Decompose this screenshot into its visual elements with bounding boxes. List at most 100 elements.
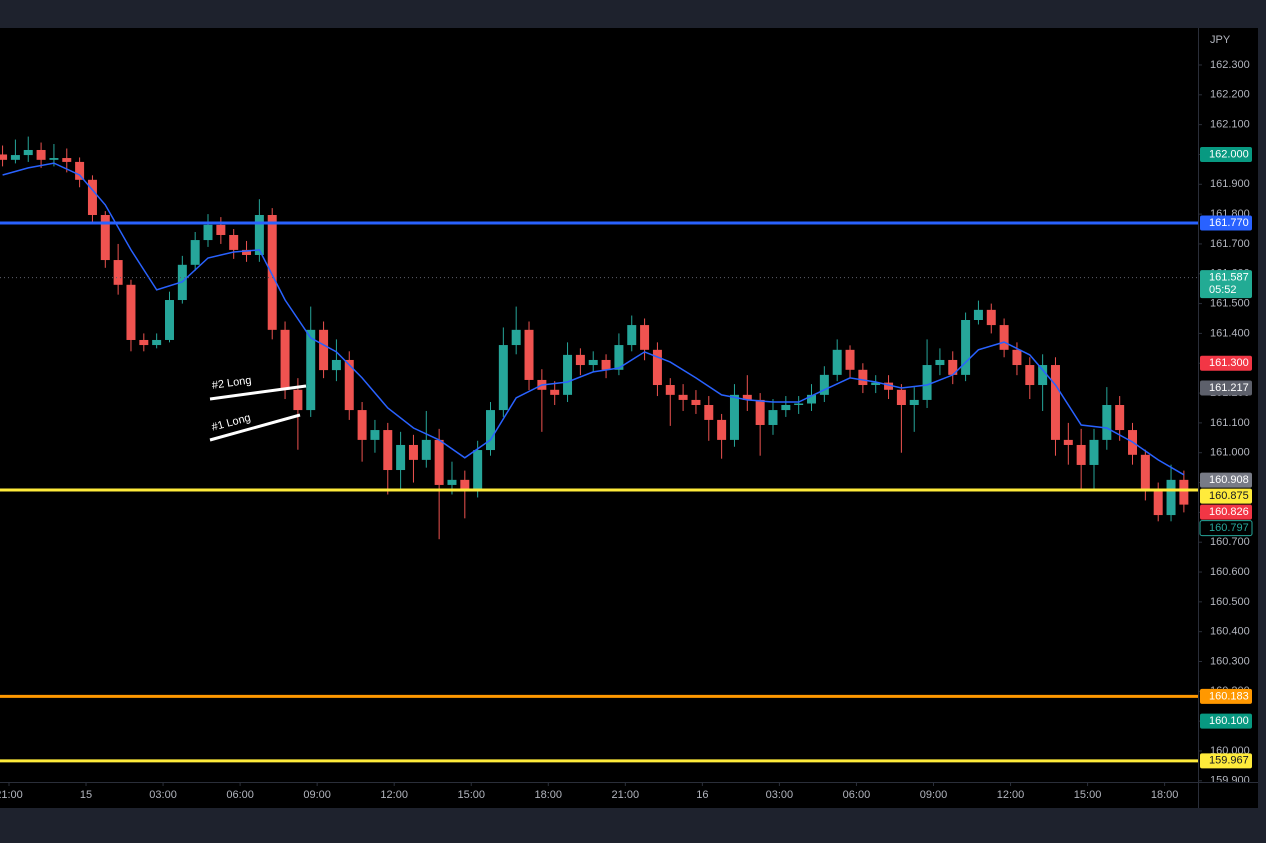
candle-body	[973, 309, 983, 320]
annotation-text: #2 Long	[211, 374, 252, 391]
candle-body	[100, 215, 110, 261]
price-badge	[1200, 713, 1252, 729]
candle-body	[896, 389, 906, 405]
y-tick-label: 159.900	[1210, 775, 1250, 787]
candle-body	[87, 179, 97, 216]
candle-body	[961, 319, 971, 375]
price-badge-label: 160.797	[1209, 522, 1249, 534]
annotation-line	[209, 413, 301, 442]
candle-body	[139, 339, 149, 346]
y-tick-label: 161.400	[1210, 327, 1250, 339]
candle-body	[1050, 365, 1060, 440]
x-tick-label: 18:00	[535, 789, 563, 801]
candle-body	[640, 325, 650, 350]
price-badge	[1199, 520, 1253, 537]
candle-body	[370, 430, 380, 440]
candle-body	[948, 359, 958, 375]
candle-body	[781, 405, 791, 411]
candle-body	[242, 249, 252, 255]
candle-body	[1179, 479, 1189, 505]
price-badge-label: 162.000	[1209, 148, 1249, 160]
candle-body	[396, 444, 406, 471]
candle-body	[1089, 439, 1099, 465]
y-tick-label: 162.100	[1210, 119, 1250, 131]
y-tick-label: 160.600	[1210, 566, 1250, 578]
x-tick-label: 21:00	[612, 789, 640, 801]
x-tick-label: 06:00	[843, 789, 871, 801]
x-tick-label: 18:00	[1151, 789, 1179, 801]
price-badge	[1200, 270, 1252, 299]
x-tick-label: 15:00	[457, 789, 485, 801]
candle-body	[164, 300, 174, 340]
x-tick-label: 12:00	[380, 789, 408, 801]
y-tick-label: 161.700	[1210, 238, 1250, 250]
price-badge-label: 161.587	[1209, 272, 1249, 284]
candle-body	[293, 389, 303, 411]
price-badge-label: 160.100	[1209, 715, 1249, 727]
price-badge	[1200, 504, 1252, 520]
candle-body	[511, 329, 521, 346]
candle-body	[421, 439, 431, 460]
candle-body	[152, 339, 162, 346]
candle-body	[742, 394, 752, 400]
candle-body	[986, 309, 996, 326]
x-tick-label: 06:00	[226, 789, 254, 801]
price-badge	[1200, 380, 1252, 396]
y-tick-label: 162.200	[1210, 89, 1250, 101]
price-badge-label: 160.826	[1209, 506, 1249, 518]
price-badge	[1200, 753, 1252, 769]
price-badge-label: 160.183	[1209, 690, 1249, 702]
candle-body	[884, 382, 894, 390]
y-tick-label: 161.500	[1210, 297, 1250, 309]
candle-body	[588, 359, 598, 366]
candle-body	[190, 240, 200, 265]
x-tick-label: 12:00	[997, 789, 1025, 801]
candle-body	[1140, 454, 1150, 491]
y-tick-label: 161.100	[1210, 417, 1250, 429]
plot-background	[0, 28, 1258, 808]
candle-body	[75, 161, 85, 180]
candle-body	[845, 349, 855, 370]
y-tick-label: 162.300	[1210, 59, 1250, 71]
candle-body	[280, 329, 290, 390]
candle-body	[524, 329, 534, 380]
candle-body	[1115, 405, 1125, 431]
candle-body	[819, 374, 829, 395]
candle-body	[1012, 349, 1022, 366]
y-tick-label: 160.300	[1210, 655, 1250, 667]
price-badge-countdown: 05:52	[1209, 284, 1237, 296]
x-tick-label: 16	[696, 789, 708, 801]
price-badge	[1200, 688, 1252, 704]
x-tick-label: 21:00	[0, 789, 23, 801]
candle-body	[408, 444, 418, 460]
annotation-line	[209, 384, 307, 401]
candle-body	[704, 405, 714, 420]
y-tick-label: 160.400	[1210, 626, 1250, 638]
bottom-bar	[0, 808, 1266, 843]
candle-body	[550, 389, 560, 395]
candle-body	[447, 479, 457, 485]
candle-body	[1063, 439, 1073, 445]
candle-body	[755, 399, 765, 425]
moving-average	[2, 162, 1185, 476]
x-tick-label: 09:00	[920, 789, 948, 801]
candle-body	[871, 382, 881, 386]
candle-body	[62, 158, 72, 162]
candle-body	[614, 345, 624, 370]
candle-body	[935, 359, 945, 366]
candle-body	[909, 399, 919, 405]
x-tick-label: 15:00	[1074, 789, 1102, 801]
candle-body	[858, 369, 868, 386]
price-badge-label: 159.967	[1209, 755, 1249, 767]
candle-body	[319, 329, 329, 371]
price-badge-label: 161.300	[1209, 357, 1249, 369]
candle-body	[267, 215, 277, 330]
candle-body	[306, 329, 316, 411]
plot: #2 Long#1 Long	[0, 136, 1189, 540]
candle-body	[832, 349, 842, 375]
candle-body	[331, 359, 341, 371]
candle-body	[575, 354, 585, 366]
candle-body	[652, 349, 662, 386]
candle-body	[229, 234, 239, 250]
